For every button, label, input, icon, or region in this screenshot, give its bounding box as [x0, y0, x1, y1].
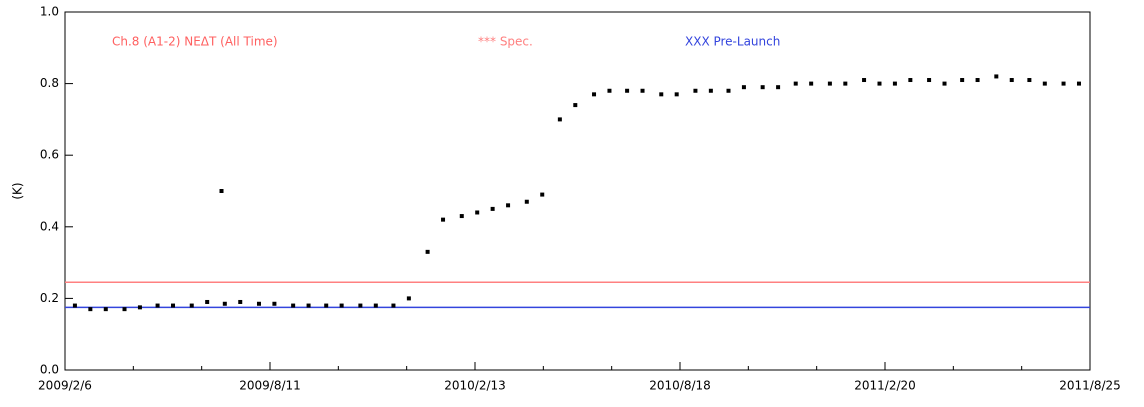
y-tick-label: 0.4	[40, 219, 59, 233]
data-point	[726, 88, 731, 93]
data-point	[942, 81, 947, 86]
y-tick-label: 0.6	[40, 148, 59, 162]
data-point	[391, 303, 396, 308]
data-point	[975, 78, 980, 83]
data-point	[459, 214, 464, 219]
data-point	[625, 88, 630, 93]
data-point	[475, 210, 480, 215]
data-point	[291, 303, 296, 308]
data-point	[1061, 81, 1066, 86]
data-point	[441, 217, 446, 222]
data-point	[238, 299, 243, 304]
x-tick-label: 2011/2/20	[854, 379, 916, 393]
data-point	[272, 301, 277, 306]
chart-title: Ch.8 (A1-2) NEΔT (All Time)	[112, 35, 278, 49]
data-point	[793, 81, 798, 86]
data-point	[592, 92, 597, 97]
data-point	[189, 303, 194, 308]
data-point	[324, 303, 329, 308]
data-point	[557, 117, 562, 122]
data-point	[103, 307, 108, 312]
data-point	[573, 103, 578, 108]
plot-frame	[64, 11, 1091, 371]
data-point	[122, 307, 127, 312]
x-tick-label: 2009/2/6	[38, 379, 92, 393]
data-point	[708, 88, 713, 93]
data-point	[877, 81, 882, 86]
data-point	[524, 199, 529, 204]
y-tick-label: 0.2	[40, 291, 59, 305]
data-point	[1009, 78, 1014, 83]
data-point	[205, 299, 210, 304]
data-point	[927, 78, 932, 83]
data-point	[171, 303, 176, 308]
data-point	[640, 88, 645, 93]
data-point	[776, 85, 781, 90]
data-point	[827, 81, 832, 86]
x-tick-label: 2010/2/13	[444, 379, 506, 393]
data-point	[607, 88, 612, 93]
y-tick-label: 0.0	[40, 363, 59, 377]
data-point	[908, 78, 913, 83]
data-point	[358, 303, 363, 308]
data-point	[222, 301, 227, 306]
data-point	[892, 81, 897, 86]
data-point	[540, 192, 545, 197]
data-point	[72, 303, 77, 308]
data-point	[843, 81, 848, 86]
y-tick-label: 1.0	[40, 5, 59, 19]
data-point	[760, 85, 765, 90]
legend-label: XXX Pre-Launch	[685, 35, 780, 49]
data-point	[994, 74, 999, 79]
data-point	[406, 296, 411, 301]
data-point	[490, 206, 495, 211]
data-point	[219, 189, 224, 193]
data-point	[88, 307, 93, 312]
data-point	[960, 78, 965, 83]
data-point	[155, 303, 160, 308]
data-point	[256, 301, 261, 306]
x-tick-label: 2010/8/18	[649, 379, 711, 393]
data-point	[674, 92, 679, 97]
data-point	[506, 203, 511, 208]
data-point	[373, 303, 378, 308]
data-point	[137, 305, 142, 310]
data-point	[339, 303, 344, 308]
data-point	[306, 303, 311, 308]
data-point	[693, 88, 698, 93]
data-point	[809, 81, 814, 86]
y-axis-label: (K)	[11, 182, 25, 199]
data-point	[659, 92, 664, 97]
data-point	[1027, 78, 1032, 83]
data-point	[425, 249, 430, 254]
x-tick-label: 2009/8/11	[239, 379, 301, 393]
data-point	[741, 85, 746, 90]
data-point	[1076, 81, 1081, 86]
y-tick-label: 0.8	[40, 76, 59, 90]
legend-label: *** Spec.	[478, 35, 533, 49]
x-tick-label: 2011/8/25	[1059, 379, 1121, 393]
data-point	[862, 78, 867, 83]
data-point	[1042, 81, 1047, 86]
